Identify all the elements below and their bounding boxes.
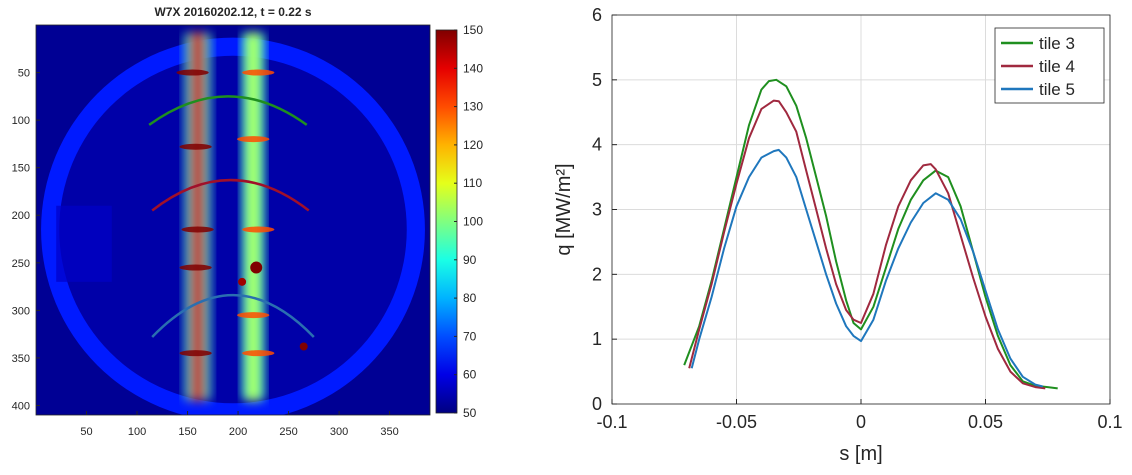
- heatmap-x-tick-label: 200: [229, 426, 247, 438]
- heatmap-frame: [35, 24, 431, 416]
- y-tick-label: 1: [592, 329, 602, 349]
- heatmap-x-tick-label: 250: [279, 426, 297, 438]
- x-axis-label: s [m]: [839, 443, 882, 465]
- profile-arc-2: [151, 178, 310, 212]
- colorbar: [435, 29, 458, 414]
- legend-label: tile 3: [1039, 34, 1075, 53]
- heatmap-dark-patch: [56, 205, 112, 282]
- strike-line-2: [242, 32, 265, 401]
- heatmap-x-tick-label: 150: [178, 426, 196, 438]
- legend: tile 3 tile 4 tile 5: [994, 27, 1105, 104]
- x-tick-label: 0: [856, 412, 866, 432]
- y-tick-label: 6: [592, 5, 602, 25]
- y-tick-label: 2: [592, 264, 602, 284]
- heatmap-y-tick-label: 200: [12, 210, 30, 222]
- heatmap-hot-spot-5: [179, 350, 212, 357]
- x-tick-label: -0.05: [716, 412, 757, 432]
- x-tick-label: -0.1: [596, 412, 627, 432]
- heatmap-chart: W7X 20160202.12, t = 0.22 s 50 100 150 200 25…: [12, 5, 484, 438]
- heatmap-hot-spot-large: [250, 261, 263, 274]
- y-tick-label: 5: [592, 70, 602, 90]
- heatmap-hot-spot-8: [242, 226, 275, 233]
- line-chart-panel: -0.1 -0.05 0 0.05 0.1 0 1 2 3 4 5 6 s [m] q [MW/m²] ti…: [540, 0, 1132, 470]
- line-chart: -0.1 -0.05 0 0.05 0.1 0 1 2 3 4 5 6 s [m] q [MW/m²] ti…: [553, 5, 1123, 465]
- y-tick-label: 3: [592, 200, 602, 220]
- colorbar-tick-label: 140: [463, 61, 483, 75]
- strike-line-1: [184, 32, 211, 401]
- y-axis-label: q [MW/m²]: [553, 163, 575, 255]
- colorbar-tick-label: 80: [463, 291, 477, 305]
- heatmap-hot-spot-1: [176, 69, 209, 76]
- colorbar-tick-label: 110: [463, 176, 482, 190]
- heatmap-image: [36, 25, 430, 415]
- colorbar-tick-label: 120: [463, 138, 483, 152]
- heatmap-hot-spot-small: [238, 277, 247, 286]
- heatmap-hot-spot-6: [242, 69, 275, 76]
- colorbar-tick-label: 90: [463, 253, 477, 267]
- heatmap-y-tick-label: 150: [12, 163, 30, 175]
- heatmap-y-tick-label: 400: [12, 400, 30, 412]
- series-line-tile-3: [683, 78, 1058, 390]
- heatmap-hot-spot-4: [179, 264, 212, 271]
- heatmap-x-tick-label: 300: [330, 426, 348, 438]
- heatmap-y-tick-label: 50: [18, 68, 30, 80]
- heatmap-x-tick-label: 100: [128, 426, 146, 438]
- heatmap-hot-spot-3: [181, 226, 214, 233]
- series-line-tile-4: [688, 99, 1046, 390]
- heatmap-hot-spot-2: [179, 143, 212, 150]
- heatmap-hot-spot-9: [237, 312, 270, 319]
- legend-label: tile 4: [1039, 57, 1075, 76]
- heatmap-hot-spot-10: [242, 350, 275, 357]
- x-tick-label: 0.1: [1097, 412, 1122, 432]
- colorbar-tick-label: 100: [463, 215, 483, 229]
- heatmap-tile-core: [59, 55, 407, 404]
- colorbar-tick-label: 150: [463, 23, 483, 37]
- colorbar-tick-label: 70: [463, 329, 477, 343]
- profile-arc-3: [151, 294, 315, 338]
- profile-arc-1: [148, 95, 308, 126]
- heatmap-hot-spot-edge: [299, 342, 308, 351]
- heatmap-x-tick-label: 50: [80, 426, 92, 438]
- legend-label: tile 5: [1039, 80, 1075, 99]
- y-tick-label: 0: [592, 394, 602, 414]
- x-tick-label: 0.05: [968, 412, 1003, 432]
- colorbar-tick-label: 60: [463, 368, 477, 382]
- heatmap-y-tick-label: 100: [12, 115, 30, 127]
- heatmap-title: W7X 20160202.12, t = 0.22 s: [154, 5, 311, 19]
- series-line-tile-5: [690, 148, 1044, 388]
- heatmap-panel: W7X 20160202.12, t = 0.22 s 50 100 150 200 25…: [0, 0, 520, 470]
- colorbar-tick-label: 50: [463, 406, 477, 420]
- heatmap-y-tick-label: 350: [12, 353, 30, 365]
- heatmap-x-tick-label: 350: [380, 426, 398, 438]
- heatmap-hot-spot-7: [237, 136, 270, 143]
- colorbar-tick-label: 130: [463, 100, 483, 114]
- y-tick-label: 4: [592, 135, 602, 155]
- heatmap-y-tick-label: 300: [12, 305, 30, 317]
- heatmap-y-tick-label: 250: [12, 258, 30, 270]
